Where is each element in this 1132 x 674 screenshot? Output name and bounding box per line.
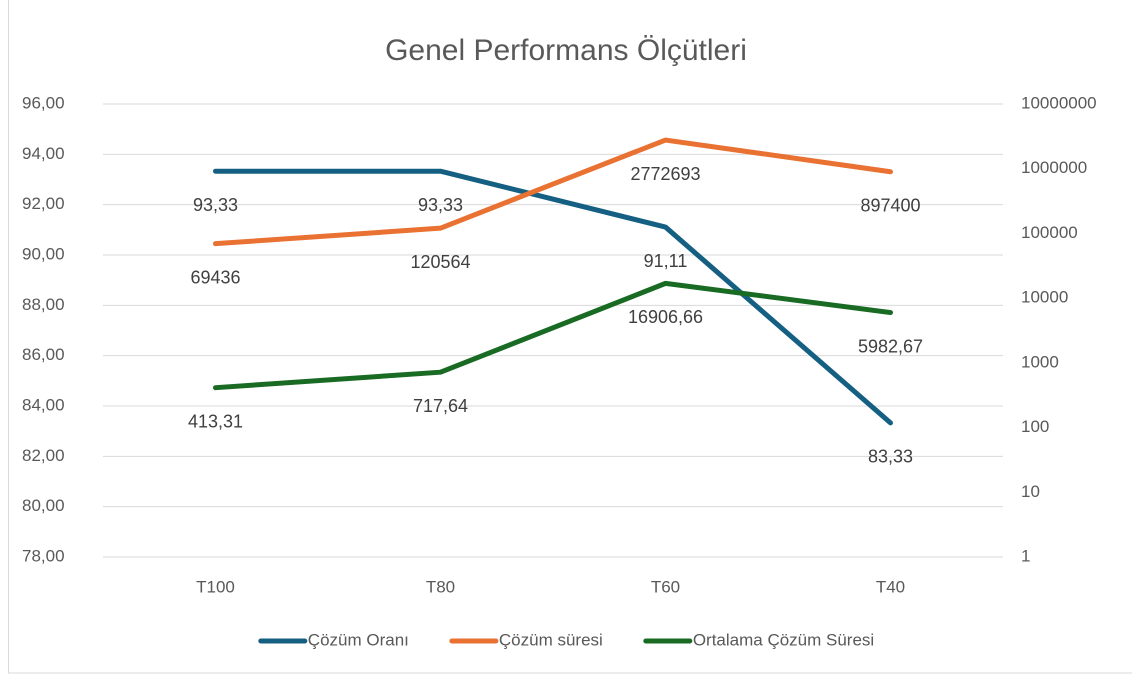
y2-tick-label: 10: [1021, 482, 1040, 501]
data-label: 93,33: [193, 195, 238, 215]
legend-label: Çözüm Oranı: [308, 630, 409, 649]
data-label: 120564: [410, 252, 470, 272]
x-tick-label: T40: [876, 577, 905, 596]
data-label: 91,11: [644, 251, 688, 271]
data-label: 897400: [860, 196, 920, 216]
y-tick-label: 88,00: [22, 295, 65, 314]
y-tick-label: 90,00: [22, 244, 65, 263]
y2-tick-label: 1000000: [1021, 158, 1087, 177]
data-label: 93,33: [418, 195, 463, 215]
data-label: 16906,66: [628, 307, 703, 327]
series-line: [213, 168, 893, 426]
chart-title: Genel Performans Ölçütleri: [385, 34, 747, 67]
y-tick-label: 92,00: [22, 194, 65, 213]
series-line: [213, 280, 893, 391]
y-tick-label: 78,00: [22, 546, 65, 565]
legend-label: Çözüm süresi: [499, 630, 603, 649]
x-tick-label: T80: [426, 577, 455, 596]
data-label: 2772693: [630, 164, 700, 184]
y2-tick-label: 10000: [1021, 288, 1068, 307]
y-tick-label: 86,00: [22, 345, 65, 364]
y-tick-label: 82,00: [22, 446, 65, 465]
data-label: 5982,67: [858, 336, 923, 356]
y-tick-label: 96,00: [22, 93, 65, 112]
y-tick-label: 94,00: [22, 144, 65, 163]
data-label: 717,64: [413, 396, 468, 416]
y-tick-label: 80,00: [22, 496, 65, 515]
series-line: [213, 137, 893, 247]
y2-tick-label: 1000: [1021, 352, 1059, 371]
data-label: 83,33: [868, 447, 913, 467]
y2-tick-label: 10000000: [1021, 93, 1097, 112]
chart-border: [8, 0, 1132, 674]
x-tick-label: T60: [651, 577, 680, 596]
data-label: 413,31: [188, 411, 243, 431]
legend-label: Ortalama Çözüm Süresi: [693, 630, 874, 649]
x-tick-label: T100: [196, 577, 235, 596]
y2-tick-label: 1: [1021, 546, 1030, 565]
y2-tick-label: 100: [1021, 417, 1049, 436]
data-label: 69436: [190, 267, 240, 287]
y-tick-label: 84,00: [22, 395, 65, 414]
y2-tick-label: 100000: [1021, 223, 1078, 242]
